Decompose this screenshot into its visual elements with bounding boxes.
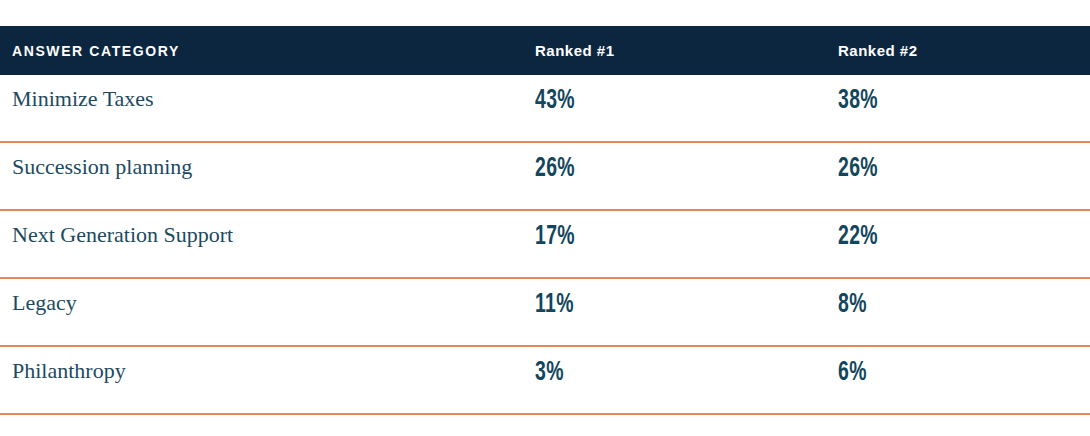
ranked1-value-cell: 3%: [535, 347, 838, 413]
column-header-ranked-1: Ranked #1: [535, 42, 838, 59]
category-cell: Next Generation Support: [12, 211, 535, 277]
table-row: Legacy 11% 8%: [0, 279, 1090, 347]
category-cell: Philanthropy: [12, 347, 535, 413]
table-header-row: ANSWER CATEGORY Ranked #1 Ranked #2: [0, 26, 1090, 75]
table-row: Succession planning 26% 26%: [0, 143, 1090, 211]
ranked2-value-cell: 8%: [838, 279, 1090, 345]
ranked2-value-cell: 6%: [838, 347, 1090, 413]
column-header-answer-category: ANSWER CATEGORY: [12, 43, 535, 59]
percent-value: 6%: [838, 358, 867, 385]
category-cell: Legacy: [12, 279, 535, 345]
percent-value: 3%: [535, 358, 564, 385]
percent-value: 26%: [535, 154, 575, 181]
column-header-ranked-2: Ranked #2: [838, 42, 1090, 59]
ranked2-value-cell: 22%: [838, 211, 1090, 277]
ranked1-value-cell: 11%: [535, 279, 838, 345]
table-row: Minimize Taxes 43% 38%: [0, 75, 1090, 143]
answer-category-table: ANSWER CATEGORY Ranked #1 Ranked #2 Mini…: [0, 26, 1090, 415]
ranked1-value-cell: 17%: [535, 211, 838, 277]
percent-value: 22%: [838, 222, 878, 249]
ranked1-value-cell: 26%: [535, 143, 838, 209]
category-cell: Succession planning: [12, 143, 535, 209]
table-row: Philanthropy 3% 6%: [0, 347, 1090, 415]
table-row: Next Generation Support 17% 22%: [0, 211, 1090, 279]
percent-value: 38%: [838, 86, 878, 113]
percent-value: 43%: [535, 86, 575, 113]
percent-value: 17%: [535, 222, 575, 249]
percent-value: 11%: [535, 290, 574, 317]
ranked1-value-cell: 43%: [535, 75, 838, 141]
ranked2-value-cell: 26%: [838, 143, 1090, 209]
percent-value: 8%: [838, 290, 867, 317]
category-cell: Minimize Taxes: [12, 75, 535, 141]
survey-ranking-table: ANSWER CATEGORY Ranked #1 Ranked #2 Mini…: [0, 0, 1090, 436]
ranked2-value-cell: 38%: [838, 75, 1090, 141]
percent-value: 26%: [838, 154, 878, 181]
